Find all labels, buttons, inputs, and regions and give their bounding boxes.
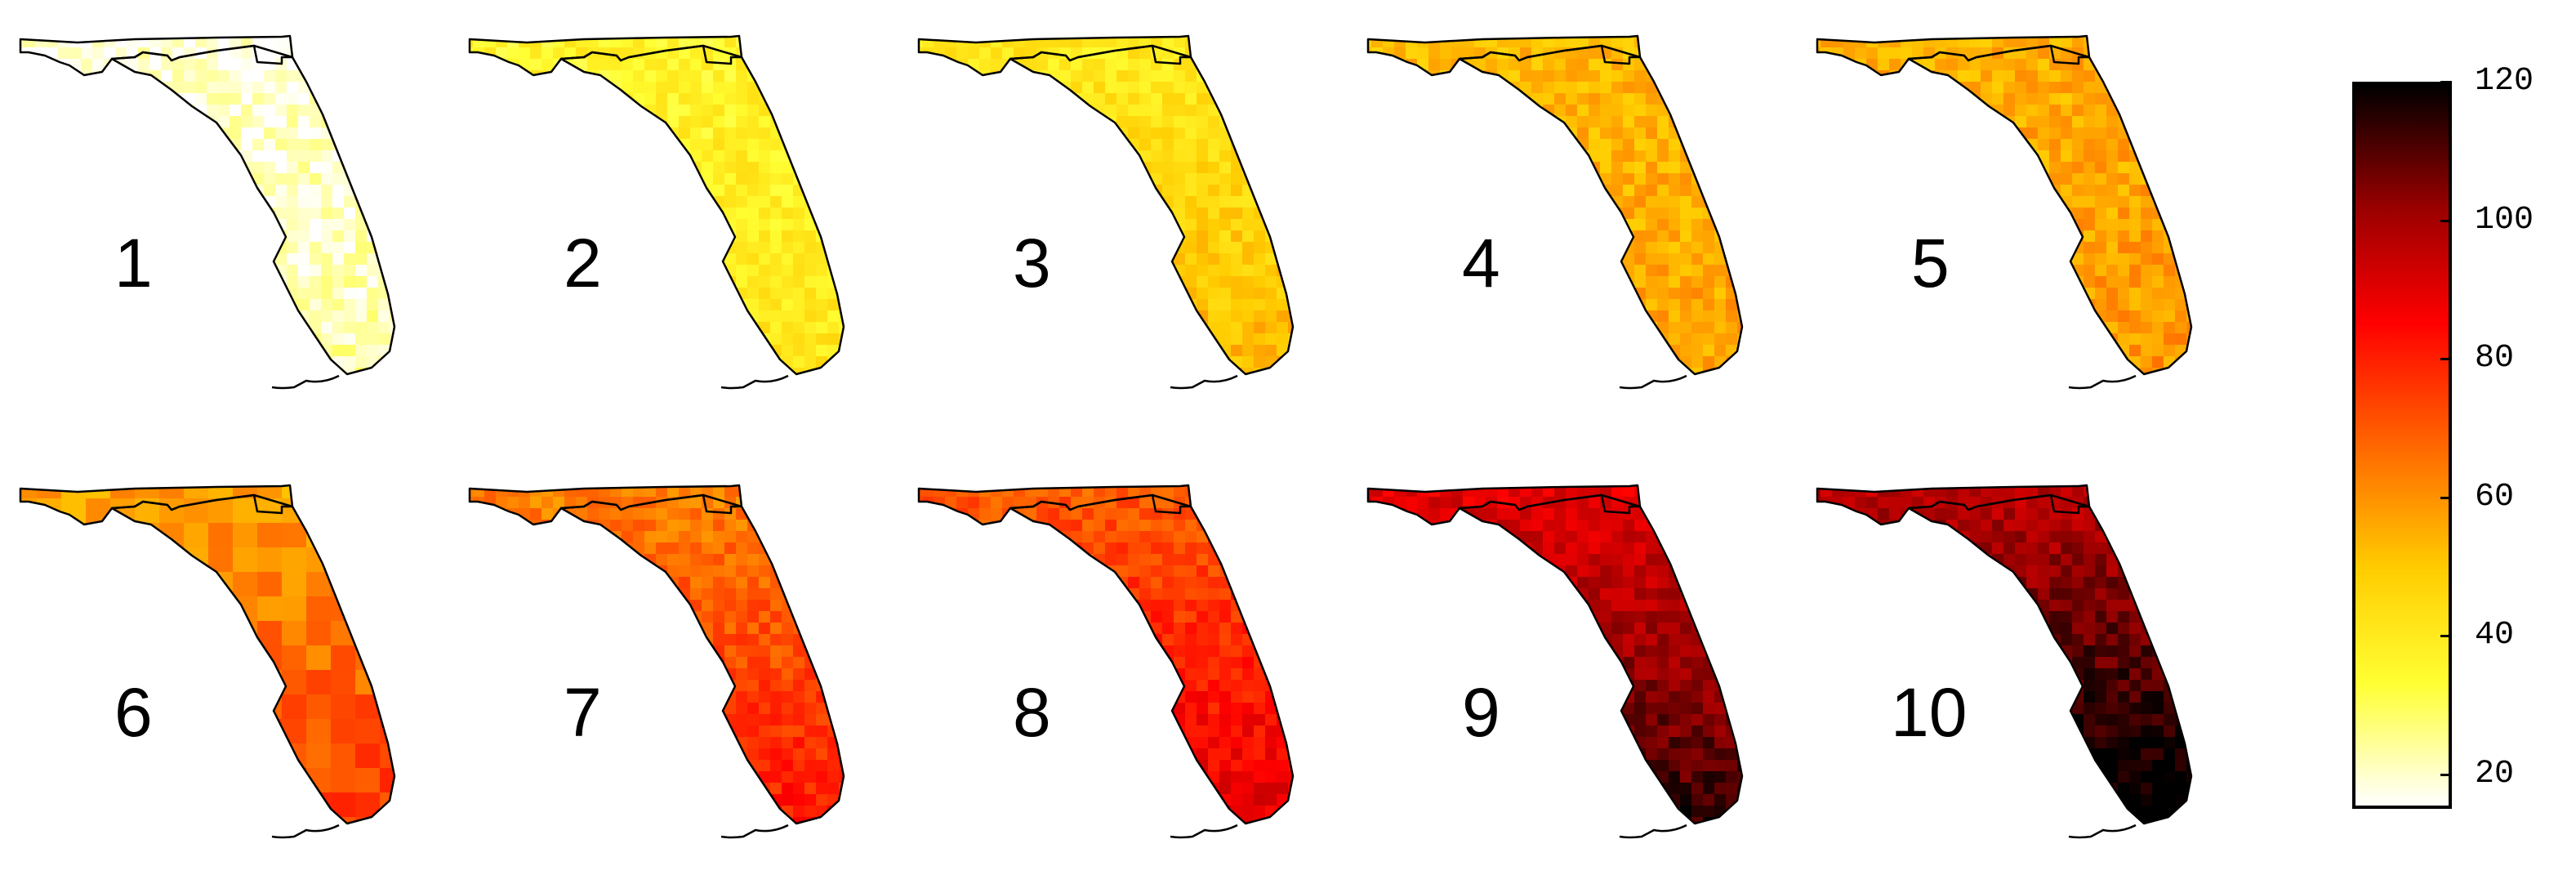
colorbar-tick-mark <box>2440 773 2452 776</box>
florida-keys <box>271 374 340 390</box>
state-outline <box>1009 493 1295 825</box>
colorbar-tick-label: 120 <box>2475 63 2534 100</box>
intensity-grid <box>1368 485 1742 824</box>
intensity-grid <box>1817 36 2191 374</box>
panel-number-label: 10 <box>1891 674 1968 751</box>
map-panel-4: 4 <box>1360 25 1768 409</box>
panel-number-label: 7 <box>564 674 602 751</box>
map-panel-3: 3 <box>911 25 1319 409</box>
state-outline <box>1009 44 1295 376</box>
florida-map-2 <box>468 34 845 390</box>
state-outline <box>110 493 396 825</box>
state-outline <box>110 44 396 376</box>
panel-number-label: 4 <box>1462 225 1500 301</box>
florida-map-7 <box>468 484 845 839</box>
florida-keys <box>271 824 340 839</box>
state-outline <box>559 493 845 825</box>
florida-keys <box>720 824 789 839</box>
map-panel-8: 8 <box>911 474 1319 858</box>
florida-keys <box>2068 824 2137 839</box>
panel-number-label: 9 <box>1462 674 1500 751</box>
florida-map-9 <box>1366 484 1744 839</box>
intensity-grid <box>470 485 844 824</box>
map-panel-10: 10 <box>1809 474 2217 858</box>
florida-keys <box>1619 824 1687 839</box>
colorbar-tick-mark <box>2440 358 2452 361</box>
map-panel-5: 5 <box>1809 25 2217 409</box>
colorbar-tick-label: 60 <box>2475 478 2515 516</box>
intensity-grid <box>1817 485 2191 824</box>
map-panel-7: 7 <box>461 474 870 858</box>
panel-number-label: 1 <box>114 225 153 301</box>
florida-map-6 <box>19 484 396 839</box>
state-outline <box>1458 44 1744 376</box>
colorbar-tick-label: 80 <box>2475 340 2515 377</box>
panel-number-label: 5 <box>1911 225 1950 301</box>
florida-map-4 <box>1366 34 1744 390</box>
map-panel-1: 1 <box>12 25 421 409</box>
florida-keys <box>1170 374 1238 390</box>
colorbar <box>2352 82 2452 809</box>
florida-keys <box>720 374 789 390</box>
state-outline <box>1907 44 2193 376</box>
colorbar-tick-label: 40 <box>2475 617 2515 654</box>
intensity-grid <box>20 485 394 824</box>
map-panel-6: 6 <box>12 474 421 858</box>
panel-number-label: 3 <box>1013 225 1051 301</box>
colorbar-tick-label: 100 <box>2475 201 2534 239</box>
state-outline <box>559 44 845 376</box>
colorbar-tick-mark <box>2440 219 2452 222</box>
florida-keys <box>1619 374 1687 390</box>
intensity-grid <box>20 36 394 374</box>
florida-map-8 <box>917 484 1295 839</box>
florida-map-1 <box>19 34 396 390</box>
state-outline <box>1458 493 1744 825</box>
florida-keys <box>1170 824 1238 839</box>
panel-number-label: 8 <box>1013 674 1051 751</box>
intensity-grid <box>470 36 844 374</box>
florida-map-5 <box>1816 34 2193 390</box>
intensity-grid <box>919 485 1293 824</box>
intensity-grid <box>1368 36 1742 374</box>
state-outline <box>1907 493 2193 825</box>
colorbar-tick-label: 20 <box>2475 755 2515 792</box>
colorbar-tick-mark <box>2440 81 2452 83</box>
colorbar-tick-mark <box>2440 635 2452 638</box>
panel-number-label: 6 <box>114 674 153 751</box>
colorbar-tick-mark <box>2440 496 2452 499</box>
intensity-grid <box>919 36 1293 374</box>
florida-keys <box>2068 374 2137 390</box>
panel-number-label: 2 <box>564 225 602 301</box>
florida-map-3 <box>917 34 1295 390</box>
florida-map-10 <box>1816 484 2193 839</box>
map-panel-2: 2 <box>461 25 870 409</box>
map-panel-9: 9 <box>1360 474 1768 858</box>
